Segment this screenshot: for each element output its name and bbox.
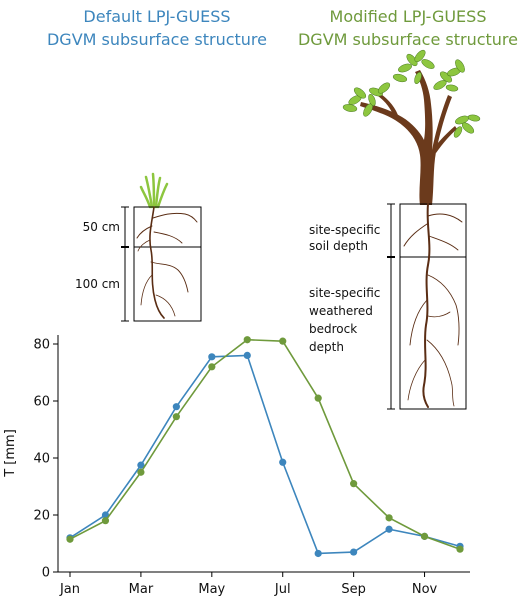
tree-icon xyxy=(342,49,481,205)
default-bottom-depth-label: 100 cm xyxy=(75,277,120,291)
series-1-point xyxy=(208,353,216,361)
y-tick-label: 40 xyxy=(33,452,50,467)
y-tick-label: 80 xyxy=(33,338,50,353)
series-2-point xyxy=(420,532,429,540)
series-2-point xyxy=(279,337,287,345)
series-2-point xyxy=(208,363,216,371)
series-2-point xyxy=(137,468,145,476)
series-1-point xyxy=(137,461,145,469)
series-line-1 xyxy=(69,354,461,555)
series-1-point xyxy=(243,351,251,359)
default-soil-box xyxy=(133,206,202,248)
series-1-point xyxy=(350,548,358,556)
x-tick-label: Jan xyxy=(59,582,80,597)
x-tick-label: May xyxy=(198,582,225,597)
series-1-point xyxy=(314,549,322,558)
x-tick-label: Jul xyxy=(274,582,291,597)
series-2-point xyxy=(66,535,74,543)
series-2-point xyxy=(314,394,322,402)
y-tick-label: 0 xyxy=(42,566,50,581)
y-ticks: 0 20 40 60 80 xyxy=(33,338,58,581)
series-1-point xyxy=(172,403,180,411)
series-2-point xyxy=(350,480,358,488)
modified-bedrock-label-line4: depth xyxy=(309,340,344,354)
y-tick-label: 60 xyxy=(33,395,50,410)
x-tick-label: Sep xyxy=(341,582,366,597)
series-2-point xyxy=(385,514,393,522)
modified-soil-label-line2: soil depth xyxy=(309,239,368,253)
modified-soil-box xyxy=(399,203,467,258)
grass-icon xyxy=(139,172,169,209)
modified-bedrock-label-line3: bedrock xyxy=(309,322,357,336)
modified-depth-bracket xyxy=(387,203,395,410)
x-tick-label: Mar xyxy=(129,582,154,597)
x-ticks: Jan Mar May Jul Sep Nov xyxy=(59,572,438,597)
series-1-point xyxy=(279,458,287,466)
default-title-line2: DGVM subsurface structure xyxy=(47,30,267,49)
transpiration-chart: 0 20 40 60 80 Jan Mar May Jul Sep Nov T [mm] xyxy=(3,335,470,597)
series-2-point xyxy=(243,336,251,344)
x-tick-label: Nov xyxy=(412,582,438,597)
default-roots-icon xyxy=(136,206,198,319)
modified-soil-label-line1: site-specific xyxy=(309,223,380,237)
series-2-point xyxy=(101,517,110,525)
y-tick-label: 20 xyxy=(33,509,50,524)
modified-roots-icon xyxy=(403,203,463,408)
modified-title-line1: Modified LPJ-GUESS xyxy=(330,7,487,26)
series-1-point xyxy=(101,511,110,519)
series-line-2 xyxy=(69,338,461,550)
modified-bedrock-label-line1: site-specific xyxy=(309,286,380,300)
series-2-point xyxy=(172,413,180,421)
default-depth-bracket xyxy=(121,206,129,322)
modified-title-line2: DGVM subsurface structure xyxy=(298,30,518,49)
modified-bedrock-box xyxy=(399,256,467,410)
series-group xyxy=(66,336,464,558)
modified-bedrock-label-line2: weathered xyxy=(309,304,373,318)
series-1-point xyxy=(385,525,393,533)
default-title-line1: Default LPJ-GUESS xyxy=(83,7,230,26)
y-axis-label: T [mm] xyxy=(3,429,18,478)
default-top-depth-label: 50 cm xyxy=(83,220,120,234)
series-2-point xyxy=(456,545,464,553)
default-bedrock-box xyxy=(133,246,202,322)
